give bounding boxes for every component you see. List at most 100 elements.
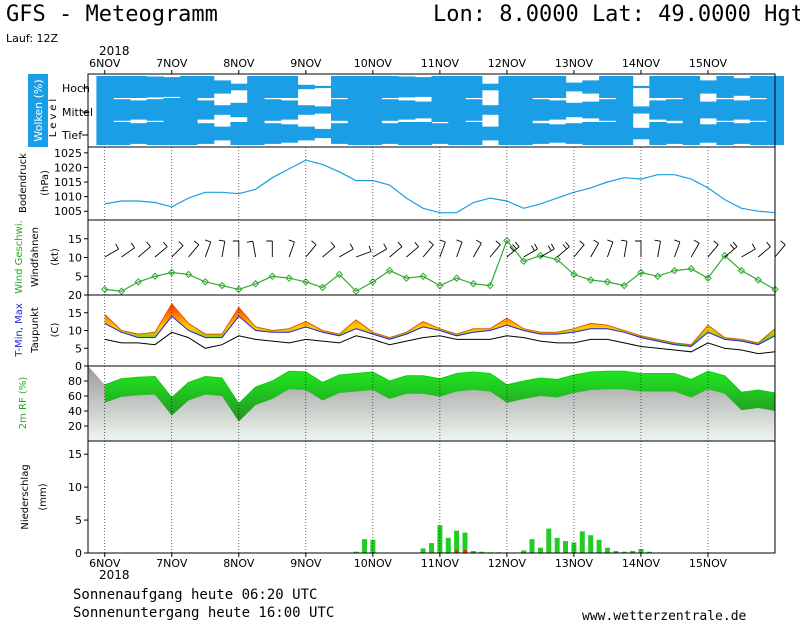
cloud-cell	[414, 77, 433, 97]
cloud-cell	[565, 123, 583, 144]
precip-bar	[546, 528, 552, 553]
cloud-cell	[163, 122, 181, 145]
temp-axis-label: T-Min, Max	[14, 303, 25, 358]
y-tick-label: 1005	[54, 205, 82, 218]
cloud-cell	[263, 76, 282, 98]
wind-speed-point	[218, 281, 226, 290]
cloud-cell	[96, 122, 114, 145]
y-tick-label: 60	[68, 390, 82, 403]
cloud-cell	[129, 100, 148, 120]
wind-barb	[138, 241, 151, 258]
precip-bar	[454, 530, 460, 553]
page-title: GFS - Meteogramm	[6, 2, 218, 27]
wind-speed-line	[104, 239, 776, 293]
date-label-bottom: 13NOV	[555, 557, 594, 570]
cloud-cell	[297, 105, 315, 115]
precip-bar	[537, 547, 543, 553]
cloud-cell	[398, 76, 416, 98]
precip-bar-red	[463, 550, 467, 553]
wind-barb	[305, 240, 317, 258]
sunrise-info: Sonnenaufgang heute 06:20 UTC	[73, 587, 318, 603]
cloud-cell	[749, 122, 768, 145]
y-tick-label: 1015	[54, 176, 82, 189]
date-label-top: 12NOV	[488, 57, 527, 70]
cloud-cell	[213, 105, 232, 115]
wind-barb	[741, 243, 756, 258]
cloud-cell	[129, 76, 148, 98]
wind-speed-point	[603, 278, 612, 286]
rf-axis-label: 2m RF (%)	[18, 377, 29, 430]
cloud-cell	[448, 76, 466, 98]
model-run: Lauf: 12Z	[6, 32, 59, 45]
precip-unit-label: (mm)	[38, 483, 49, 510]
cloud-cell	[297, 84, 315, 90]
wind-speed-point	[436, 281, 444, 290]
wind-speed-point	[117, 287, 126, 295]
wind-speed-point	[168, 268, 176, 277]
cloud-cell	[314, 128, 332, 139]
cloud-cell	[230, 83, 248, 91]
wind-speed-point	[553, 255, 561, 264]
precip-bar	[420, 548, 426, 553]
cloud-cell	[666, 76, 684, 98]
website-link[interactable]: www.wetterzentrale.de	[582, 609, 747, 624]
date-label-bottom: 8NOV	[223, 557, 255, 570]
date-label-bottom: 11NOV	[421, 557, 460, 570]
y-tick-label: 15	[68, 448, 82, 461]
cloud-cell	[632, 127, 650, 140]
cloud-cell	[347, 122, 366, 145]
wind-barb	[590, 239, 600, 258]
cloud-cell	[398, 100, 416, 120]
wind-speed-point	[184, 270, 193, 279]
wind-speed-point	[419, 272, 427, 280]
wind-speed-point	[352, 287, 360, 295]
level-label: Mittel	[62, 106, 93, 119]
precip-bar	[596, 539, 602, 553]
wind-speed-point	[771, 285, 779, 294]
precip-bar	[429, 543, 434, 553]
wind-speed-point	[637, 268, 645, 277]
cloud-cell	[548, 76, 567, 98]
temp-max-line	[104, 303, 776, 346]
cloud-cell	[247, 98, 265, 122]
wind-speed-axis-label: Wind Geschwi.	[14, 220, 25, 293]
cloud-cell	[632, 106, 650, 114]
wind-barb	[654, 239, 661, 258]
cloud-cell	[582, 122, 600, 145]
cloud-cell	[481, 83, 500, 91]
wind-barb	[288, 239, 295, 258]
wind-speed-point	[452, 274, 461, 282]
wind-barb	[674, 239, 681, 258]
cloud-cell	[532, 123, 550, 144]
precip-bar	[646, 551, 652, 553]
precip-axis-label: Niederschlag	[20, 464, 31, 529]
cloud-cell	[196, 76, 215, 98]
date-label-bottom: 6NOV	[89, 557, 121, 570]
date-label-top: 6NOV	[89, 57, 121, 70]
wind-speed-point	[268, 272, 277, 280]
cloud-cell	[515, 98, 533, 122]
cloud-cell	[180, 98, 198, 122]
wind-barb	[707, 240, 719, 258]
cloud-cell	[431, 123, 449, 144]
cloud-cell	[448, 122, 466, 145]
rf-above-mask	[88, 366, 775, 404]
precip-bar	[613, 551, 619, 553]
cloud-cell	[381, 76, 399, 98]
cloud-cell	[247, 122, 265, 145]
wind-barb	[188, 240, 200, 258]
cloud-cell	[565, 102, 583, 118]
cloud-cell	[649, 122, 667, 145]
pressure-unit-label: (hPa)	[40, 170, 51, 196]
cloud-cell	[280, 76, 299, 98]
wind-barb	[218, 239, 226, 258]
cloud-cell	[649, 76, 667, 98]
date-label-bottom: 7NOV	[156, 557, 188, 570]
level-label: Tief	[61, 129, 83, 142]
cloud-cell	[414, 101, 433, 119]
dewpoint-line	[104, 331, 776, 355]
wind-speed-point	[385, 266, 394, 275]
year-top: 2018	[99, 44, 130, 58]
cloud-cell	[297, 126, 315, 141]
